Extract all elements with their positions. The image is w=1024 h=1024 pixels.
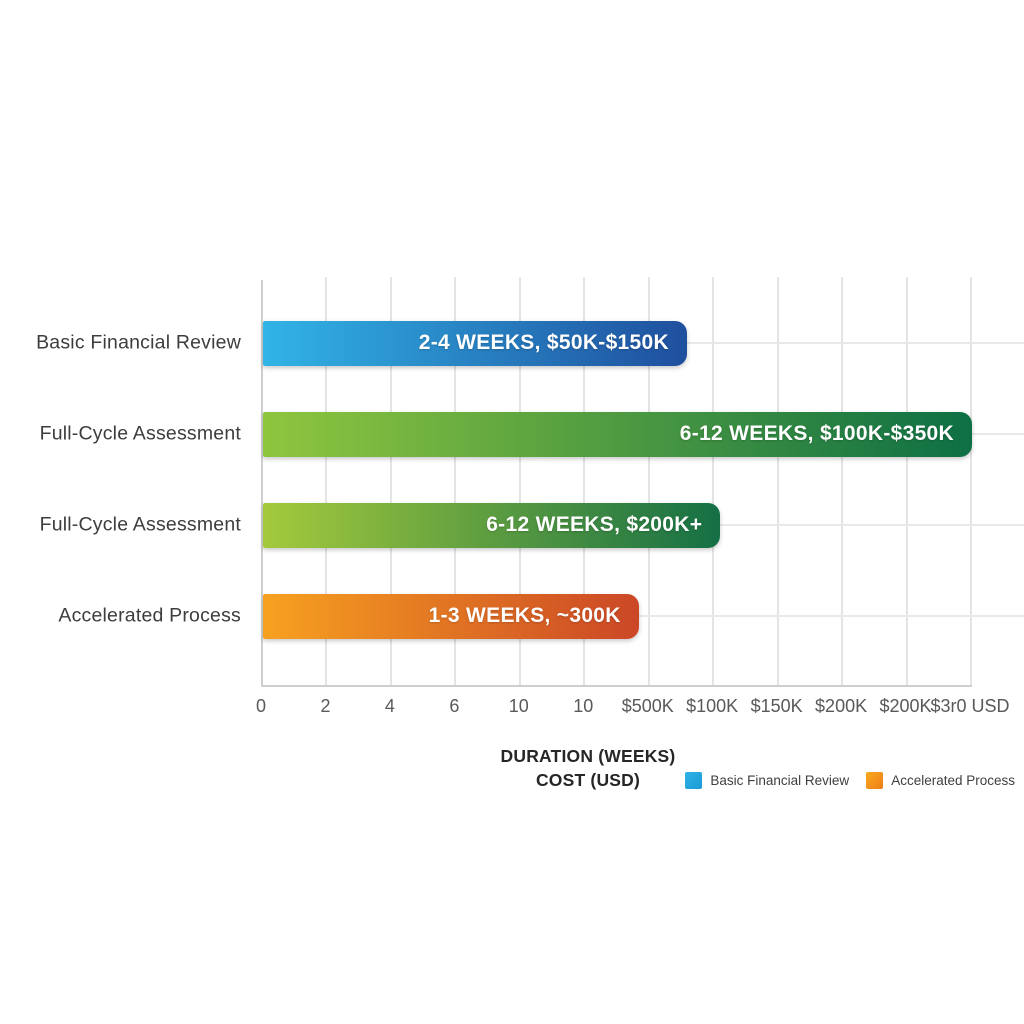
legend-label: Basic Financial Review: [710, 772, 850, 788]
x-axis-tick-label: 4: [384, 696, 395, 716]
category-label: Full-Cycle Assessment: [39, 513, 241, 536]
gridline-vertical: [647, 277, 650, 685]
legend-swatch: [685, 771, 703, 789]
category-label: Basic Financial Review: [36, 331, 241, 354]
category-label: Full-Cycle Assessment: [39, 422, 241, 445]
gridline-vertical: [970, 277, 972, 685]
x-axis-tick-label: 0: [255, 696, 267, 716]
x-axis-tick-label: $3r0 USD: [930, 696, 1010, 716]
x-axis-tick-label: $150K: [750, 696, 803, 716]
x-axis-title-line-1: DURATION (WEEKS): [500, 746, 676, 766]
legend: Basic Financial Review Accelerated Proces…: [685, 770, 1015, 790]
x-axis-tick-label: 10: [573, 696, 594, 716]
bar-value-label: 6-12 WEEKS, $200K+: [486, 513, 703, 536]
x-axis-tick-label: $200K: [815, 696, 868, 716]
gridline-vertical: [454, 277, 457, 685]
x-axis-tick-label: 10: [508, 696, 529, 716]
x-axis-tick-label: $500K: [621, 696, 674, 716]
y-axis-category-labels: Basic Financial Review Full-Cycle Assessm…: [0, 280, 243, 685]
bar-value-label: 2-4 WEEKS, $50K-$150K: [418, 331, 669, 354]
x-axis-tick-labels: 0 2 4 6 10 10 $500K $100K $150K $200K $200K $3r0 US…: [256, 696, 1010, 722]
gridline-vertical: [776, 277, 779, 685]
gridline-vertical: [389, 277, 392, 685]
gridline-horizontal: [263, 615, 1024, 617]
bar-value-label: 6-12 WEEKS, $100K-$350K: [679, 422, 954, 445]
x-axis-tick-label: $200K: [879, 696, 932, 716]
gridline-vertical: [712, 277, 715, 685]
x-axis-title: DURATION (WEEKS) COST (USD): [478, 744, 698, 792]
x-axis-tick-label: 2: [320, 696, 331, 716]
category-label: Accelerated Process: [58, 604, 241, 627]
gridline-vertical: [518, 277, 521, 685]
bar-value-label: 1-3 WEEKS, ~300K: [428, 604, 621, 627]
x-axis-tick-label: 6: [449, 696, 460, 716]
x-axis-tick-label: $100K: [686, 696, 739, 716]
bar-accelerated-process: 1-3 WEEKS, ~300K: [263, 593, 639, 639]
gridline-vertical: [905, 277, 908, 685]
plot-area: 2-4 WEEKS, $50K-$150K 6-12 WEEKS, $100K-$…: [261, 277, 1024, 687]
legend-swatch: [866, 771, 884, 789]
gridline-vertical: [841, 277, 844, 685]
bar-basic-financial-review: 2-4 WEEKS, $50K-$150K: [263, 320, 687, 366]
legend-item: Accelerated Process: [866, 771, 1015, 789]
legend-label: Accelerated Process: [891, 772, 1015, 788]
gridline-vertical: [325, 277, 328, 685]
bar-full-cycle-assessment: 6-12 WEEKS, $200K+: [263, 502, 721, 548]
gridline-vertical: [583, 277, 586, 685]
legend-item: Basic Financial Review: [685, 771, 850, 789]
x-axis-title-line-2: COST (USD): [535, 770, 641, 790]
bar-full-cycle-assessment: 6-12 WEEKS, $100K-$350K: [263, 411, 972, 457]
